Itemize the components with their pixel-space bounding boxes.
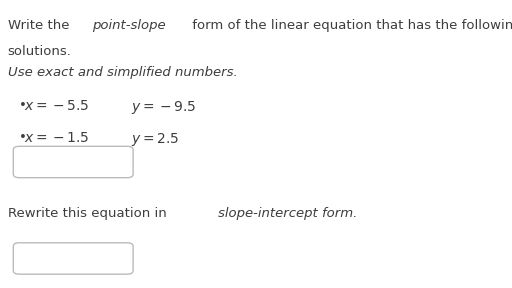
Text: $y = 2.5$: $y = 2.5$ (131, 131, 179, 148)
Text: Use exact and simplified numbers.: Use exact and simplified numbers. (8, 66, 238, 79)
Text: form of the linear equation that has the following: form of the linear equation that has the… (187, 19, 512, 32)
Text: point-slope: point-slope (93, 19, 166, 32)
Text: $x = -5.5$: $x = -5.5$ (24, 99, 90, 113)
FancyBboxPatch shape (13, 146, 133, 178)
Text: Write the: Write the (8, 19, 73, 32)
Text: solutions.: solutions. (8, 45, 72, 58)
Text: •: • (19, 131, 27, 144)
Text: Rewrite this equation in: Rewrite this equation in (8, 207, 170, 220)
Text: $y = -9.5$: $y = -9.5$ (131, 99, 196, 116)
Text: slope-intercept form.: slope-intercept form. (218, 207, 357, 220)
Text: $x = -1.5$: $x = -1.5$ (24, 131, 90, 145)
FancyBboxPatch shape (13, 243, 133, 274)
Text: •: • (19, 99, 27, 112)
